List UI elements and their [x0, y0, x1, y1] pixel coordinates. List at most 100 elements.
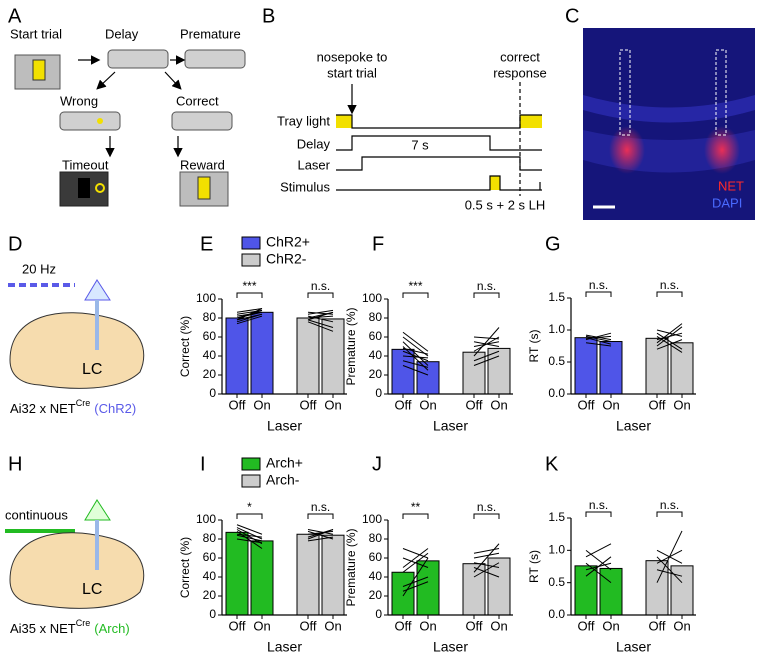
- y-tick-label: 60: [369, 550, 383, 564]
- subject-line: [473, 336, 500, 340]
- y-axis-label: Premature (%): [344, 307, 358, 385]
- legend-swatch: [241, 236, 261, 250]
- subject-line: [307, 536, 334, 542]
- fiber: [95, 300, 99, 350]
- strain-label: Ai32 x NETCre (ChR2): [10, 398, 136, 416]
- y-tick-label: 40: [203, 569, 217, 583]
- subject-line: [307, 321, 334, 332]
- subject-line: [236, 524, 263, 535]
- subject-line: [656, 332, 683, 350]
- bar: [574, 337, 598, 395]
- stimulus-on: [490, 176, 500, 190]
- chart: Off On Off On 0 20 40 60 80 100 Premature (%) Laser…: [344, 279, 513, 434]
- state-label: Start trial: [10, 26, 62, 41]
- x-tick-label: Off: [577, 397, 594, 412]
- arrow: [164, 71, 182, 90]
- significance-bracket: [473, 513, 500, 519]
- subject-line: [402, 365, 429, 376]
- chamber: [184, 49, 246, 69]
- y-tick-label: 20: [369, 588, 383, 602]
- panel-label: E: [200, 233, 213, 255]
- chart: Off On Off On 0 20 40 60 80 100 Premature (%) Laser…: [344, 500, 513, 654]
- chamber: [107, 49, 169, 69]
- chart: Off On Off On 0 20 40 60 80 100 Correct (%) Laser * n…: [178, 455, 347, 654]
- x-tick-label: Off: [465, 397, 482, 412]
- region-label: LC: [82, 581, 102, 598]
- subject-line: [585, 337, 612, 345]
- model-diagram: 20 Hz LC Ai32 x NETCre (ChR2): [8, 261, 145, 416]
- y-tick-label: 40: [203, 348, 217, 362]
- laser-source: [84, 499, 111, 521]
- significance-label: n.s.: [311, 279, 330, 293]
- y-tick-label: 80: [203, 531, 217, 545]
- tray-trace: [336, 114, 542, 129]
- subject-line: [473, 543, 500, 573]
- subject-line: [236, 533, 263, 538]
- significance-bracket: [307, 292, 334, 298]
- subject-line: [656, 323, 683, 344]
- delay-trace: [336, 135, 542, 151]
- legend-swatch: [241, 253, 261, 267]
- y-tick-label: 1.5: [548, 510, 565, 524]
- y-tick-label: 1.0: [548, 322, 565, 336]
- subject-line: [656, 339, 683, 350]
- y-tick-label: 0: [209, 607, 216, 621]
- bar: [599, 567, 623, 616]
- y-tick-label: 0.0: [548, 386, 565, 400]
- bar: [670, 342, 694, 395]
- subject-line: [656, 332, 683, 341]
- y-tick-label: 20: [203, 588, 217, 602]
- bar: [574, 565, 598, 616]
- y-tick-label: 0.0: [548, 607, 565, 621]
- significance-label: n.s.: [477, 500, 496, 514]
- x-tick-label: Off: [648, 618, 665, 633]
- subject-line: [473, 567, 500, 578]
- subject-line: [473, 350, 500, 362]
- y-tick-label: 0: [209, 386, 216, 400]
- bar: [462, 351, 486, 395]
- significance-label: n.s.: [660, 498, 679, 512]
- x-tick-label: Off: [394, 397, 411, 412]
- stimulation-label: continuous: [5, 507, 68, 522]
- y-tick-label: 80: [369, 310, 383, 324]
- chart: Off On Off On 0 20 40 60 80 100 Correct (%) Laser **…: [178, 234, 347, 434]
- legend-label: ChR2+: [266, 234, 310, 250]
- x-tick-label: On: [324, 618, 341, 633]
- cue-light: [97, 118, 103, 124]
- legend-label: Arch+: [266, 455, 303, 471]
- x-tick-label: Off: [228, 397, 245, 412]
- x-tick-label: Off: [465, 618, 482, 633]
- legend-swatch: [241, 474, 261, 488]
- subject-line: [402, 576, 429, 587]
- subject-line: [402, 355, 429, 359]
- region-label: LC: [82, 361, 102, 378]
- x-tick-label: On: [673, 397, 690, 412]
- row-label: Stimulus: [280, 179, 330, 194]
- strain: Ai35 x NET: [10, 621, 76, 636]
- significance-label: n.s.: [660, 278, 679, 292]
- x-tick-label: On: [253, 397, 270, 412]
- bar: [225, 531, 249, 616]
- x-tick-label: Off: [648, 397, 665, 412]
- subject-line: [402, 331, 429, 352]
- x-tick-label: On: [253, 618, 270, 633]
- x-tick-label: Off: [394, 618, 411, 633]
- subject-line: [236, 529, 263, 545]
- bar: [321, 318, 345, 395]
- subject-line: [585, 562, 612, 571]
- fiber: [95, 520, 99, 570]
- subject-line: [473, 341, 500, 347]
- bar: [321, 534, 345, 616]
- y-tick-label: 60: [369, 329, 383, 343]
- x-axis-label: Laser: [616, 639, 651, 654]
- legend-label: ChR2-: [266, 251, 307, 267]
- significance-bracket: [656, 511, 683, 517]
- y-tick-label: 40: [369, 569, 383, 583]
- duration-label: 0.5 s + 2 s LH: [465, 197, 546, 212]
- significance-bracket: [236, 292, 263, 298]
- subject-line: [402, 350, 429, 362]
- significance-label: ***: [242, 279, 256, 293]
- bar: [645, 560, 669, 616]
- x-tick-label: On: [602, 397, 619, 412]
